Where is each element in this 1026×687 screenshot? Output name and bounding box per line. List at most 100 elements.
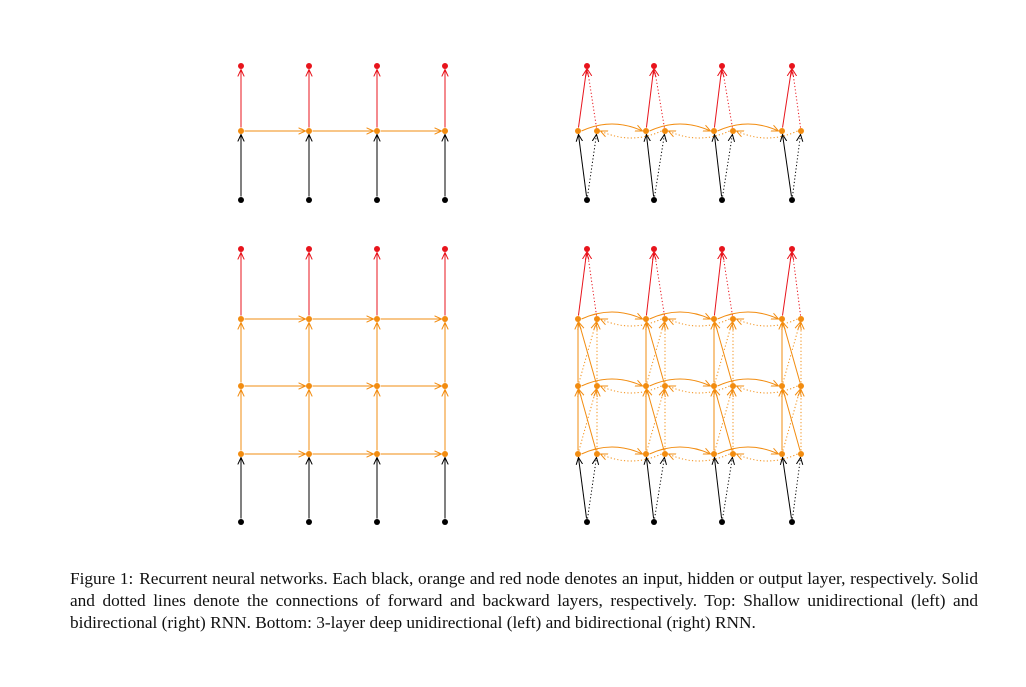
hidden-backward-node <box>730 316 736 322</box>
backward-recurrent-connection <box>737 319 798 327</box>
output-node <box>442 246 448 252</box>
hidden-backward-node <box>730 383 736 389</box>
hidden-backward-node <box>662 451 668 457</box>
input-forward-connection <box>646 457 655 519</box>
backward-recurrent-connection <box>737 386 798 394</box>
forward-recurrent-connection <box>581 446 643 454</box>
input-node <box>719 197 725 203</box>
backward-recurrent-connection <box>669 319 730 327</box>
output-forward-connection <box>645 69 653 128</box>
input-backward-connection <box>587 134 597 197</box>
input-forward-connection <box>783 457 792 519</box>
backward-recurrent-connection <box>669 454 730 462</box>
forward-recurrent-connection <box>581 378 643 386</box>
backward-recurrent-connection <box>601 386 662 394</box>
output-node <box>789 63 795 69</box>
hidden-forward-node <box>643 383 649 389</box>
hidden-node <box>238 451 244 457</box>
hidden-forward-node <box>575 383 581 389</box>
hidden-forward-node <box>575 316 581 322</box>
input-backward-connection <box>791 457 800 519</box>
hidden-forward-node <box>779 451 785 457</box>
input-backward-connection <box>791 134 800 197</box>
hidden-backward-node <box>798 383 804 389</box>
input-node <box>651 519 657 525</box>
hidden-forward-node <box>711 383 717 389</box>
forward-recurrent-connection <box>649 311 711 319</box>
output-node <box>238 246 244 252</box>
forward-recurrent-connection <box>717 123 779 131</box>
output-forward-connection <box>782 69 792 128</box>
backward-recurrent-connection <box>601 454 662 462</box>
hidden-node <box>238 128 244 134</box>
layer-connection <box>646 389 664 451</box>
input-backward-connection <box>654 134 665 197</box>
panel-shallow-bidirectional <box>575 63 804 203</box>
output-backward-connection <box>655 252 665 316</box>
output-node <box>374 63 380 69</box>
output-node <box>238 63 244 69</box>
hidden-node <box>374 128 380 134</box>
output-backward-connection <box>588 69 597 128</box>
hidden-forward-node <box>711 451 717 457</box>
hidden-backward-node <box>730 451 736 457</box>
output-forward-connection <box>713 252 721 316</box>
output-node <box>584 246 590 252</box>
output-node <box>306 63 312 69</box>
backward-recurrent-connection <box>601 131 662 139</box>
hidden-node <box>306 128 312 134</box>
hidden-forward-node <box>779 128 785 134</box>
panel-deep-unidirectional <box>238 246 448 525</box>
hidden-forward-node <box>779 316 785 322</box>
hidden-forward-node <box>643 316 649 322</box>
output-backward-connection <box>723 252 733 316</box>
input-node <box>374 519 380 525</box>
input-forward-connection <box>714 134 723 197</box>
rnn-figure <box>0 63 1026 525</box>
input-backward-connection <box>722 134 733 197</box>
output-node <box>651 63 657 69</box>
input-node <box>374 197 380 203</box>
hidden-node <box>374 451 380 457</box>
layer-connection <box>578 322 596 383</box>
input-node <box>584 197 590 203</box>
panel-deep-bidirectional <box>575 246 804 525</box>
backward-recurrent-connection <box>669 386 730 394</box>
layer-connection <box>579 389 597 451</box>
output-node <box>306 246 312 252</box>
hidden-backward-node <box>798 316 804 322</box>
output-forward-connection <box>782 252 791 316</box>
forward-recurrent-connection <box>649 446 711 454</box>
hidden-node <box>238 383 244 389</box>
layer-connection <box>782 322 800 383</box>
input-node <box>584 519 590 525</box>
output-node <box>651 246 657 252</box>
hidden-node <box>374 316 380 322</box>
input-node <box>442 519 448 525</box>
layer-connection <box>714 389 732 451</box>
figure-label: Figure 1: <box>70 569 134 588</box>
backward-recurrent-connection <box>737 131 798 139</box>
input-backward-connection <box>722 457 733 519</box>
input-node <box>238 197 244 203</box>
input-node <box>719 519 725 525</box>
hidden-forward-node <box>643 451 649 457</box>
hidden-node <box>442 128 448 134</box>
hidden-forward-node <box>575 451 581 457</box>
panel-shallow-unidirectional <box>238 63 448 203</box>
hidden-node <box>306 316 312 322</box>
hidden-node <box>238 316 244 322</box>
output-backward-connection <box>655 69 665 128</box>
hidden-node <box>306 451 312 457</box>
input-forward-connection <box>783 134 792 197</box>
hidden-backward-node <box>594 316 600 322</box>
hidden-forward-node <box>711 316 717 322</box>
output-forward-connection <box>577 69 586 128</box>
hidden-backward-node <box>594 383 600 389</box>
input-node <box>238 519 244 525</box>
input-node <box>789 197 795 203</box>
hidden-forward-node <box>711 128 717 134</box>
hidden-node <box>442 316 448 322</box>
input-forward-connection <box>578 134 588 197</box>
layer-connection <box>578 389 596 451</box>
